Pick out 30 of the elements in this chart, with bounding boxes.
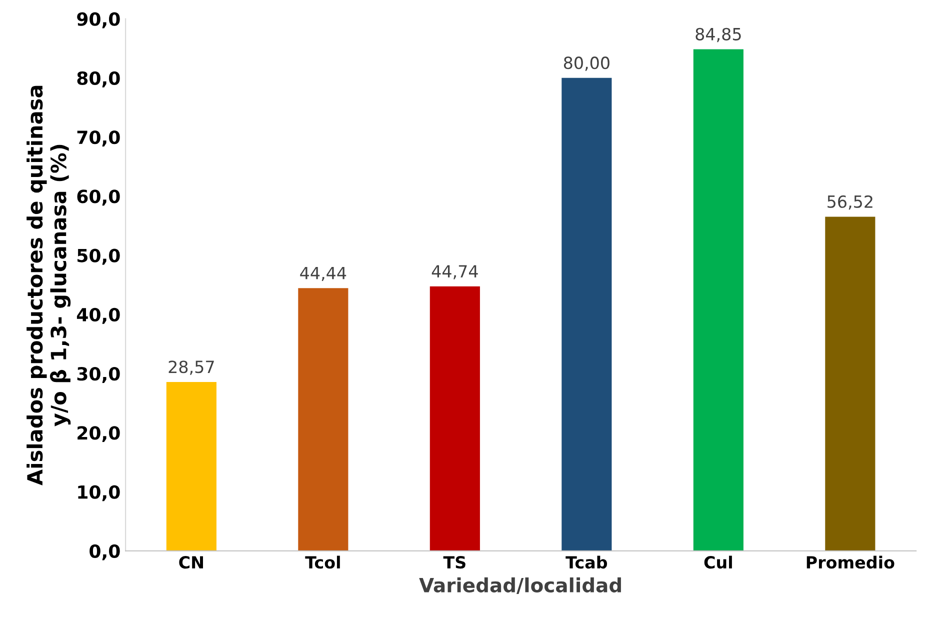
y-tick-label: 70,0 — [77, 130, 120, 146]
x-axis-title: Variedad/localidad — [419, 577, 621, 594]
x-tick-label: Cul — [704, 556, 732, 569]
data-label: 80,00 — [564, 56, 610, 71]
bar — [825, 216, 876, 551]
data-label: 44,74 — [432, 265, 478, 280]
x-tick-label: TS — [443, 556, 466, 569]
y-axis-title: Aislados productores de quitinasa y/o β 1,3- glucanasa (%) — [26, 86, 71, 486]
y-tick-label: 20,0 — [78, 426, 120, 442]
bar — [298, 288, 348, 551]
bar — [166, 382, 216, 551]
y-tick-label: 50,0 — [78, 248, 120, 265]
y-tick-label: 10,0 — [78, 485, 120, 502]
data-label: 56,52 — [828, 195, 872, 210]
x-tick-label: Tcab — [566, 556, 608, 569]
bar — [693, 49, 744, 551]
y-tick-label: 0,0 — [90, 544, 120, 560]
y-tick-label: 30,0 — [77, 366, 120, 383]
data-label: 44,44 — [300, 266, 346, 282]
y-tick-label: 60,0 — [77, 190, 120, 206]
x-tick-label: Promedio — [806, 556, 894, 569]
x-tick-label: Tcol — [305, 556, 340, 569]
data-label: 84,85 — [696, 28, 741, 42]
x-tick-label: CN — [179, 556, 203, 569]
bar — [430, 286, 480, 551]
y-tick-label: 40,0 — [76, 308, 120, 324]
data-label: 28,57 — [168, 360, 214, 375]
y-tick-label: 90,0 — [77, 12, 120, 28]
y-tick-label: 80,0 — [77, 71, 120, 88]
bar — [562, 78, 612, 551]
